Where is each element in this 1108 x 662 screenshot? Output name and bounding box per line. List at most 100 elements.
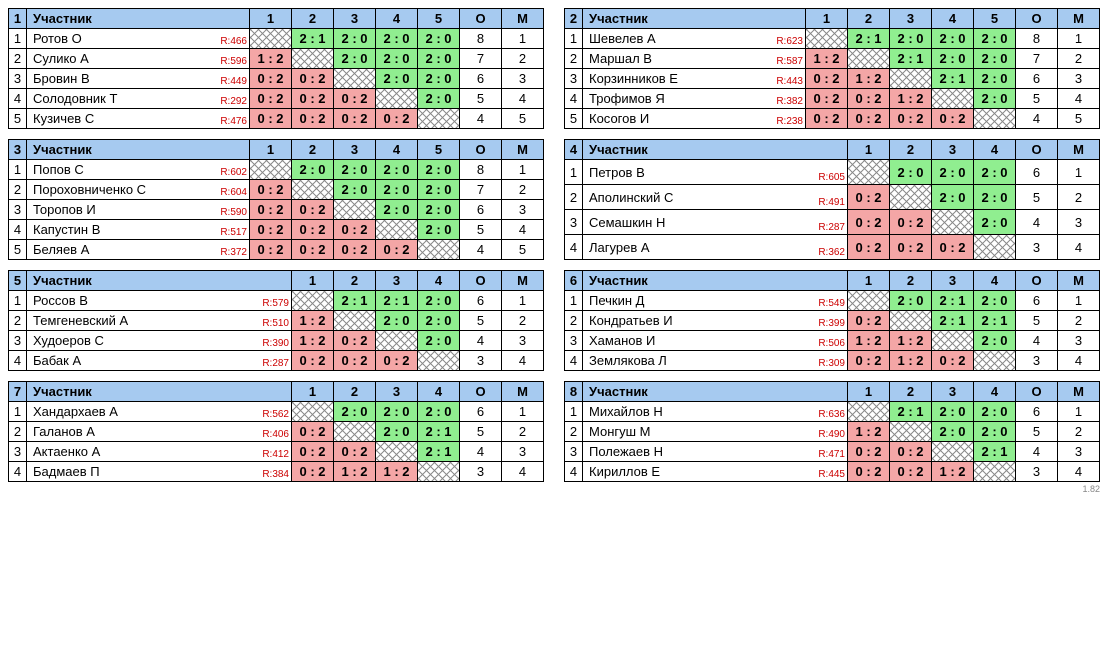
player-row: 2Галанов АR:4060 : 22 : 02 : 152	[9, 422, 544, 442]
score-cell: 2 : 1	[418, 422, 460, 442]
place-cell: 5	[502, 240, 544, 260]
round-header: 4	[418, 382, 460, 402]
round-header: 4	[932, 9, 974, 29]
player-name: Сулико А	[33, 51, 89, 66]
participant-header: Участник	[27, 140, 250, 160]
points-cell: 4	[460, 442, 502, 462]
points-cell: 3	[460, 462, 502, 482]
place-cell: 3	[502, 331, 544, 351]
points-cell: 6	[460, 69, 502, 89]
player-rating: R:579	[262, 298, 289, 309]
score-cell	[376, 89, 418, 109]
points-cell: 4	[1016, 442, 1058, 462]
player-name: Попов С	[33, 162, 84, 177]
player-name-cell: Кондратьев ИR:399	[583, 311, 848, 331]
player-name-cell: Маршал В R:587	[583, 49, 806, 69]
player-name-cell: Солодовник ТR:292	[27, 89, 250, 109]
score-cell: 2 : 0	[376, 160, 418, 180]
player-rating: R:517	[220, 227, 247, 238]
player-number: 2	[9, 180, 27, 200]
player-number: 1	[565, 160, 583, 185]
player-name: Беляев А	[33, 242, 89, 257]
score-cell: 1 : 2	[848, 331, 890, 351]
score-cell: 2 : 0	[418, 160, 460, 180]
participant-header: Участник	[583, 271, 848, 291]
player-number: 2	[9, 422, 27, 442]
score-cell: 2 : 0	[932, 422, 974, 442]
points-cell: 4	[460, 331, 502, 351]
score-cell: 2 : 0	[334, 29, 376, 49]
score-cell: 2 : 1	[932, 291, 974, 311]
score-cell: 2 : 1	[932, 311, 974, 331]
points-cell: 7	[460, 49, 502, 69]
player-name: Актаенко А	[33, 444, 100, 459]
player-row: 3Семашкин НR:2870 : 20 : 22 : 043	[565, 210, 1100, 235]
place-cell: 4	[1058, 462, 1100, 482]
place-header: М	[502, 382, 544, 402]
score-cell	[932, 442, 974, 462]
points-cell: 3	[460, 351, 502, 371]
player-rating: R:466	[220, 36, 247, 47]
round-header: 3	[932, 140, 974, 160]
score-cell	[890, 311, 932, 331]
score-cell: 0 : 2	[292, 220, 334, 240]
groups-grid: 1Участник12345ОМ1Ротов ОR:4662 : 12 : 02…	[8, 8, 1100, 482]
player-name: Михайлов Н	[589, 404, 663, 419]
place-cell: 1	[502, 160, 544, 180]
player-name: Шевелев А	[589, 31, 656, 46]
player-rating: R:587	[776, 56, 803, 67]
score-cell: 0 : 2	[806, 109, 848, 129]
points-header: О	[1016, 140, 1058, 160]
points-cell: 3	[1016, 235, 1058, 260]
score-cell	[848, 291, 890, 311]
points-cell: 8	[460, 160, 502, 180]
score-cell: 2 : 0	[376, 49, 418, 69]
score-cell: 0 : 2	[848, 462, 890, 482]
player-name: Хандархаев А	[33, 404, 118, 419]
score-cell: 2 : 0	[418, 220, 460, 240]
player-rating: R:382	[776, 96, 803, 107]
player-name-cell: Петров ВR:605	[583, 160, 848, 185]
player-rating: R:445	[818, 469, 845, 480]
player-name: Худоеров С	[33, 333, 104, 348]
player-name: Солодовник Т	[33, 91, 117, 106]
score-cell: 0 : 2	[292, 422, 334, 442]
place-cell: 4	[1058, 89, 1100, 109]
score-cell: 1 : 2	[250, 49, 292, 69]
round-header: 4	[974, 382, 1016, 402]
player-name-cell: Капустин ВR:517	[27, 220, 250, 240]
score-cell: 2 : 0	[376, 180, 418, 200]
place-cell: 2	[1058, 422, 1100, 442]
points-header: О	[460, 271, 502, 291]
group-table-6: 6Участник1234ОМ1Печкин ДR:5492 : 02 : 12…	[564, 270, 1100, 371]
score-cell: 0 : 2	[848, 210, 890, 235]
player-name-cell: Полежаев НR:471	[583, 442, 848, 462]
player-rating: R:510	[262, 318, 289, 329]
score-cell: 2 : 0	[890, 160, 932, 185]
player-number: 5	[9, 240, 27, 260]
participant-header: Участник	[27, 271, 292, 291]
points-header: О	[1016, 382, 1058, 402]
points-header: О	[1016, 271, 1058, 291]
player-name-cell: Ротов ОR:466	[27, 29, 250, 49]
score-cell	[974, 462, 1016, 482]
group-number: 4	[565, 140, 583, 160]
player-name-cell: Печкин ДR:549	[583, 291, 848, 311]
player-name: Маршал В	[589, 51, 652, 66]
player-rating: R:506	[818, 338, 845, 349]
player-number: 1	[9, 29, 27, 49]
points-cell: 7	[460, 180, 502, 200]
score-cell: 2 : 0	[932, 29, 974, 49]
score-cell: 0 : 2	[250, 69, 292, 89]
place-cell: 3	[502, 442, 544, 462]
player-rating: R:449	[220, 76, 247, 87]
score-cell: 2 : 0	[974, 331, 1016, 351]
points-cell: 6	[460, 291, 502, 311]
player-name: Петров В	[589, 165, 645, 180]
points-cell: 5	[1016, 185, 1058, 210]
score-cell: 0 : 2	[292, 69, 334, 89]
player-name-cell: Семашкин НR:287	[583, 210, 848, 235]
place-header: М	[1058, 9, 1100, 29]
player-name: Темгеневский А	[33, 313, 128, 328]
player-rating: R:287	[818, 222, 845, 233]
